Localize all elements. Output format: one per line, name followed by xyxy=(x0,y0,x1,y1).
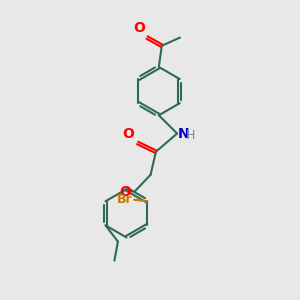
Text: Br: Br xyxy=(117,193,133,206)
Text: O: O xyxy=(134,21,146,35)
Text: O: O xyxy=(122,127,134,141)
Text: N: N xyxy=(178,127,189,140)
Text: O: O xyxy=(120,185,131,200)
Text: H: H xyxy=(185,129,195,142)
